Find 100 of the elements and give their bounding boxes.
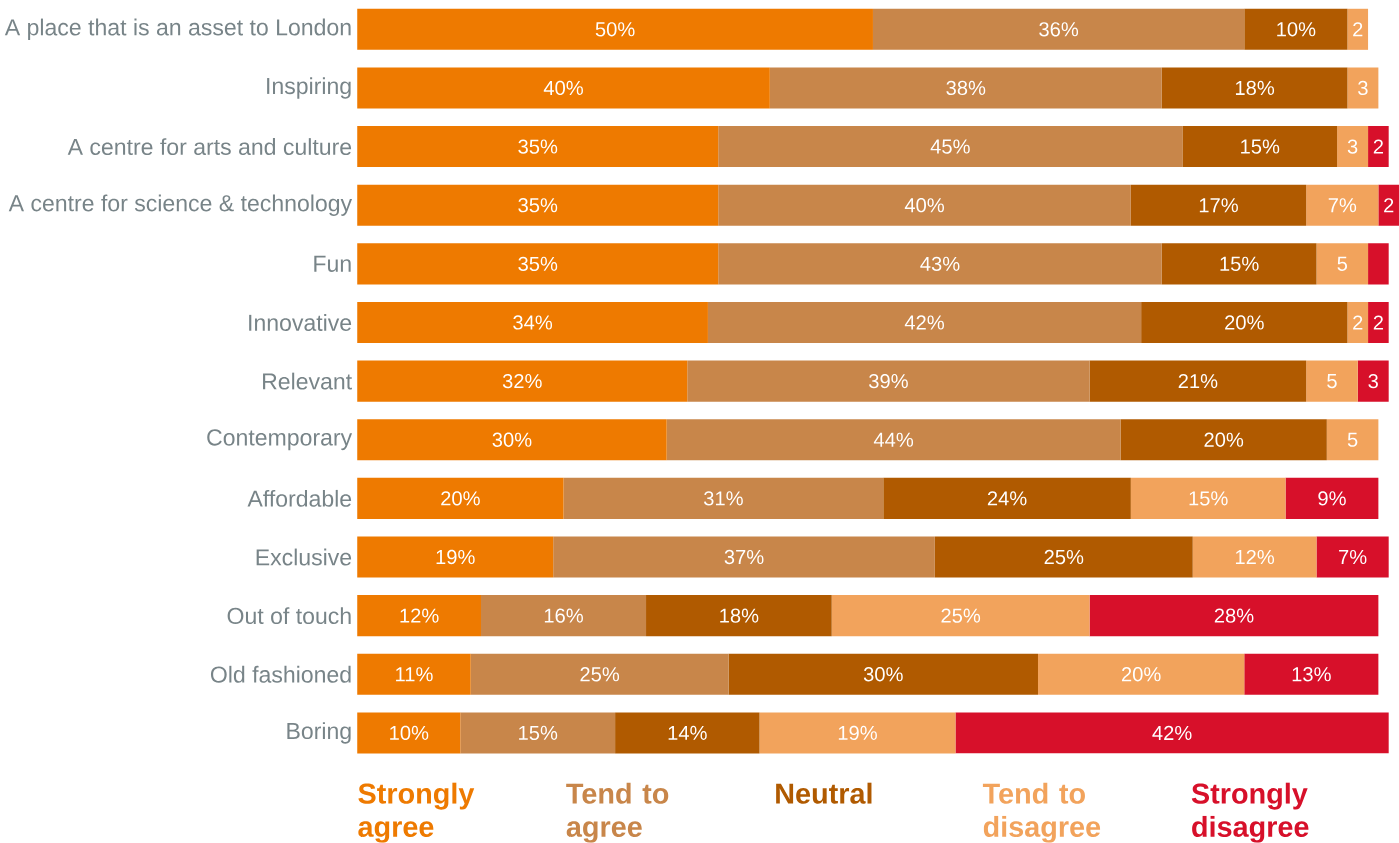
- bar: [728, 653, 1038, 695]
- bar: [646, 595, 832, 637]
- bar: [553, 536, 935, 578]
- y-tick-label: Boring: [287, 722, 351, 744]
- bar: [357, 302, 708, 344]
- bar: [1244, 8, 1348, 50]
- bar: [357, 67, 770, 109]
- data-label: 45%: [930, 139, 970, 154]
- y-tick-label: Affordable: [247, 490, 352, 507]
- series-label: Tend to agree: [566, 782, 669, 843]
- data-label: 18%: [1235, 80, 1275, 96]
- bar: [1326, 419, 1379, 461]
- data-label: 38%: [946, 80, 986, 96]
- data-label: 18%: [720, 608, 759, 623]
- data-label: 10%: [1277, 22, 1316, 37]
- data-label: 2: [1373, 139, 1383, 154]
- bar: [1316, 536, 1389, 578]
- data-label: 32%: [502, 374, 542, 389]
- data-label: 3: [1368, 374, 1378, 389]
- bar: [1285, 477, 1379, 520]
- bar: [357, 477, 564, 520]
- bar: [718, 184, 1131, 226]
- bar: [1347, 8, 1369, 50]
- bar: [460, 712, 616, 754]
- bar: [563, 477, 884, 520]
- data-label: 25%: [941, 608, 981, 623]
- bar: [1316, 243, 1369, 285]
- bar: [357, 8, 873, 50]
- data-label: 40%: [904, 198, 944, 213]
- data-label: 31%: [703, 491, 743, 506]
- bar: [687, 360, 1090, 402]
- bar: [1378, 184, 1399, 226]
- data-label: 13%: [1292, 667, 1331, 682]
- data-label: 19%: [838, 725, 877, 741]
- y-tick-label: Fun: [314, 255, 351, 272]
- bar: [1347, 67, 1379, 109]
- data-label: 17%: [1199, 198, 1238, 213]
- bar: [769, 67, 1162, 109]
- data-label: 42%: [904, 315, 944, 330]
- y-tick-label: Innovative: [249, 314, 352, 332]
- data-label: 19%: [436, 549, 475, 565]
- data-label: 12%: [400, 608, 439, 623]
- data-label: 15%: [1220, 256, 1259, 272]
- series-label: Strongly agree: [358, 782, 475, 843]
- data-label: 3: [1347, 139, 1358, 154]
- bar: [883, 477, 1131, 520]
- bar: [357, 653, 471, 695]
- bar: [1120, 419, 1327, 461]
- y-tick-label: A place that is an asset to London: [4, 18, 351, 41]
- data-label: 28%: [1214, 608, 1254, 623]
- bar: [1368, 243, 1389, 285]
- data-label: 39%: [869, 374, 908, 389]
- series-label: Strongly disagree: [1191, 782, 1309, 843]
- y-tick-label: Out of touch: [227, 607, 351, 625]
- series-label: Neutral: [776, 782, 872, 804]
- data-label: 37%: [724, 549, 764, 565]
- data-label: 36%: [1039, 22, 1079, 37]
- series-label: Tend to disagree: [982, 782, 1101, 843]
- data-label: 9%: [1318, 491, 1346, 506]
- data-label: 20%: [441, 491, 480, 506]
- data-label: 11%: [396, 667, 433, 682]
- data-label: 42%: [1152, 725, 1192, 741]
- bar: [1161, 243, 1317, 285]
- data-label: 2: [1373, 315, 1383, 330]
- data-label: 15%: [1241, 139, 1280, 154]
- data-label: 25%: [1044, 549, 1084, 565]
- data-label: 21%: [1178, 374, 1218, 389]
- bar: [1368, 302, 1389, 344]
- bar: [1347, 302, 1369, 344]
- data-label: 2: [1353, 22, 1363, 37]
- data-label: 15%: [1189, 491, 1228, 506]
- bar: [357, 595, 481, 637]
- bar: [615, 712, 760, 754]
- bar: [1182, 126, 1338, 168]
- bar: [357, 712, 461, 754]
- data-label: 14%: [668, 725, 707, 741]
- data-label: 30%: [863, 667, 903, 682]
- data-label: 40%: [543, 80, 583, 96]
- bar: [955, 712, 1389, 754]
- data-label: 5: [1327, 374, 1337, 389]
- data-label: 30%: [492, 432, 532, 447]
- data-label: 2: [1384, 198, 1394, 213]
- data-label: 20%: [1121, 667, 1161, 682]
- bar: [357, 419, 667, 461]
- bar: [1130, 477, 1286, 520]
- bar: [1368, 126, 1389, 168]
- bar: [718, 243, 1162, 285]
- bar: [1306, 184, 1379, 226]
- bar: [1192, 536, 1317, 578]
- bar: [357, 184, 719, 226]
- bar: [357, 243, 719, 285]
- bar: [934, 536, 1193, 578]
- data-label: 10%: [390, 725, 429, 741]
- data-label: 35%: [518, 256, 558, 272]
- bar: [1141, 302, 1348, 344]
- data-label: 35%: [518, 139, 558, 154]
- bar: [481, 595, 647, 637]
- data-label: 25%: [580, 667, 620, 682]
- bar: [357, 360, 688, 402]
- data-label: 5: [1337, 256, 1348, 271]
